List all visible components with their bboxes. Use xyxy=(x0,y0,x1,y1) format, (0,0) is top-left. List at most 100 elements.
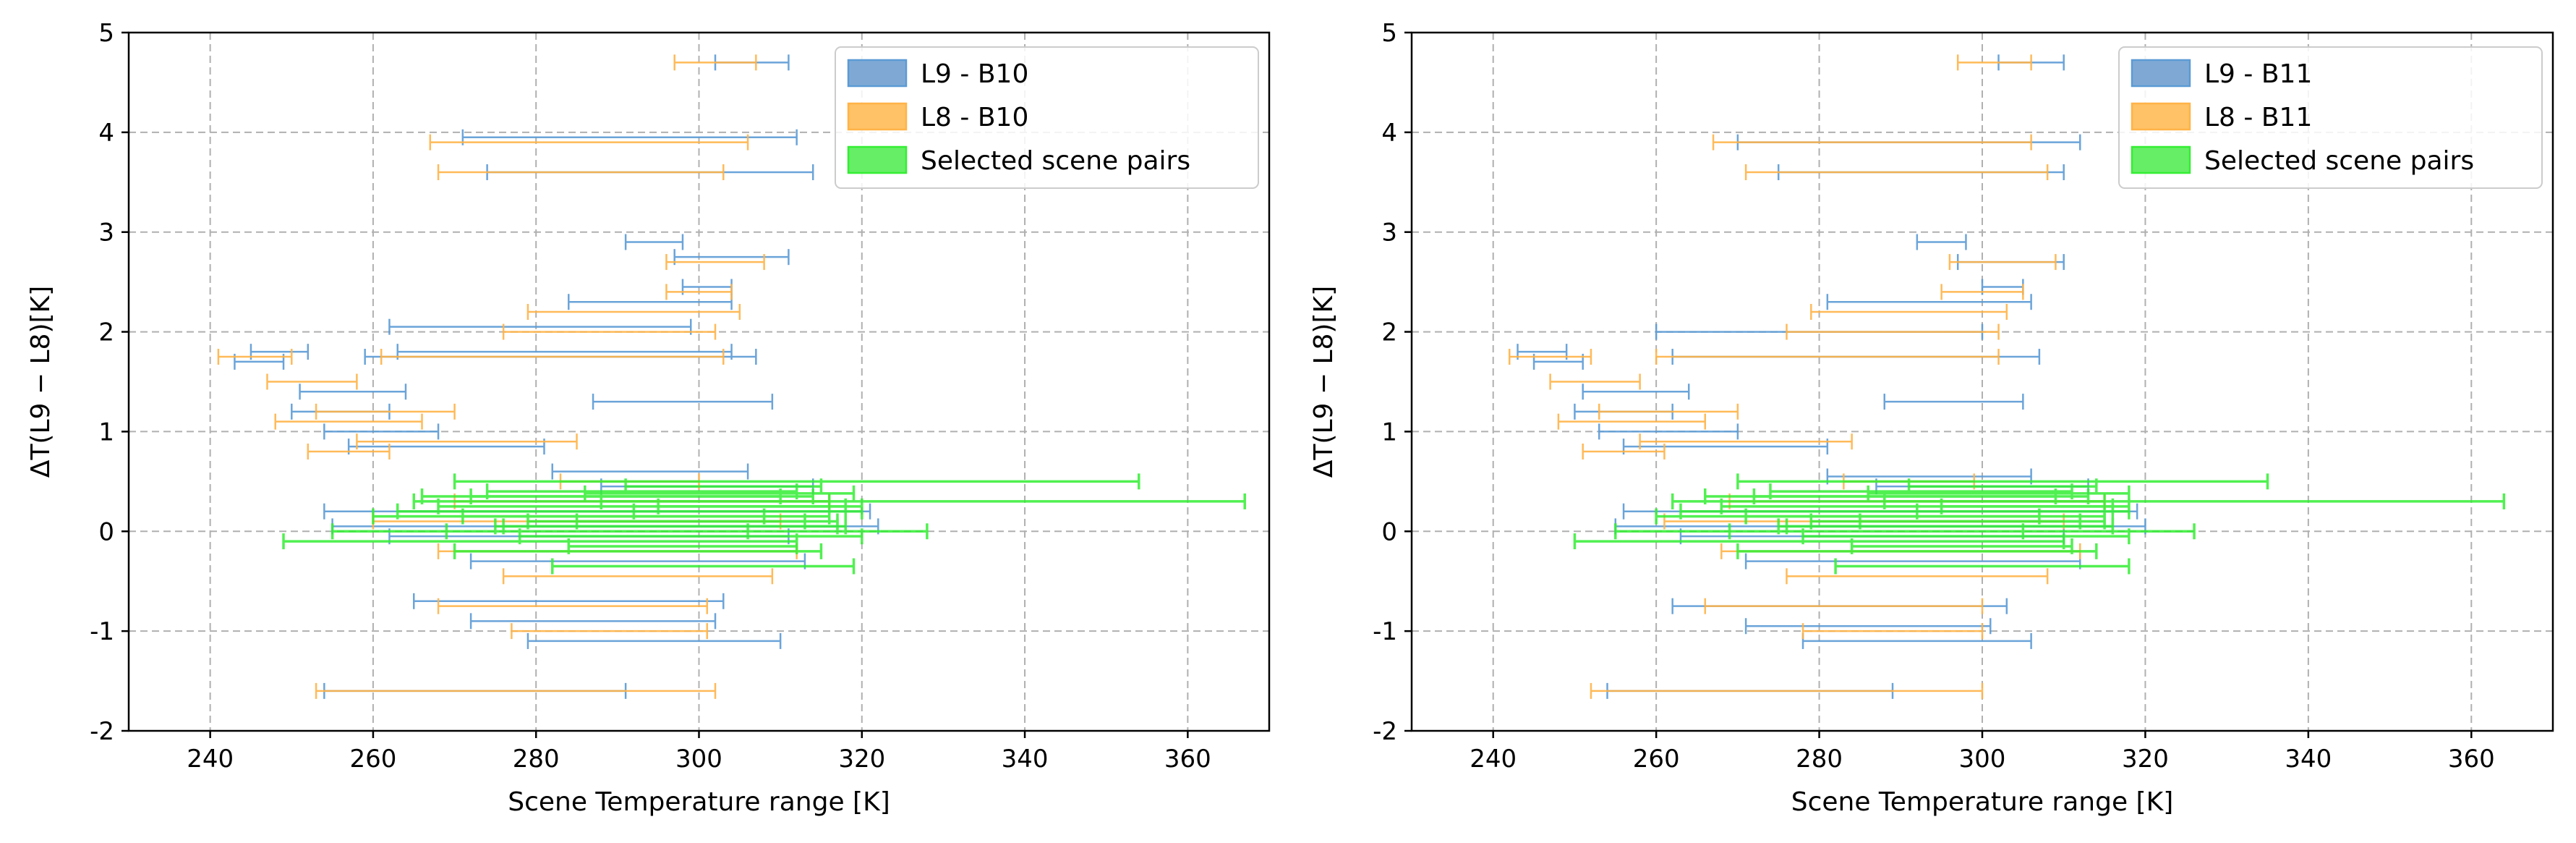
x-tick-label: 340 xyxy=(2285,745,2332,774)
y-axis-label: ΔT(L9 − L8)[K] xyxy=(1309,286,1339,478)
range-bar xyxy=(665,254,765,271)
y-tick-label: 3 xyxy=(98,219,114,247)
range-bar xyxy=(1850,538,2073,554)
x-tick-label: 300 xyxy=(675,745,722,774)
series-selected-scene-pairs xyxy=(282,473,1246,575)
legend-box xyxy=(2118,46,2543,189)
range-bar xyxy=(1704,488,2057,505)
y-tick-label: 1 xyxy=(98,418,114,446)
range-bar xyxy=(526,632,782,649)
range-bar xyxy=(1826,294,2032,310)
legend: L9 - B11 L8 - B11 Selected scene pairs xyxy=(2118,46,2543,189)
range-bar xyxy=(1786,568,2049,585)
y-tick-label: -1 xyxy=(90,617,114,646)
legend-item-selected-scene-pairs: Selected scene pairs xyxy=(2131,145,2474,176)
legend-label: Selected scene pairs xyxy=(921,146,1190,176)
range-bar xyxy=(307,444,391,459)
range-bar xyxy=(624,478,823,495)
range-bar xyxy=(315,682,717,699)
range-bar xyxy=(274,413,423,430)
legend-swatch xyxy=(2131,59,2191,88)
range-bar xyxy=(657,498,863,514)
range-bar xyxy=(1883,394,2024,410)
range-bar xyxy=(550,558,856,575)
legend-label: Selected scene pairs xyxy=(2204,146,2474,176)
range-bar xyxy=(502,568,774,585)
legend-item-l9-b10: L9 - B10 xyxy=(847,59,1028,89)
range-bar xyxy=(1809,513,2082,530)
x-tick-label: 260 xyxy=(1633,745,1680,774)
range-bar xyxy=(437,598,709,614)
range-bar xyxy=(420,488,782,505)
range-bar xyxy=(624,234,684,250)
y-tick-label: 4 xyxy=(1381,119,1397,148)
legend-swatch xyxy=(847,145,908,174)
range-bar xyxy=(526,304,741,320)
x-tick-label: 240 xyxy=(187,745,234,774)
range-bar xyxy=(1598,403,1739,420)
panel-right: 240 260 280 300 320 340 360 -2 -1 0 1 2 3 4 5 Scene Tem… xyxy=(1309,19,2554,817)
range-bar xyxy=(1549,373,1641,390)
x-axis-label: Scene Temperature range [K] xyxy=(508,787,890,817)
y-tick-label: -1 xyxy=(1373,617,1397,646)
range-bar xyxy=(453,543,823,559)
legend-label: L8 - B11 xyxy=(2204,103,2312,132)
series-l8-b10 xyxy=(217,54,830,699)
range-bar xyxy=(526,513,806,530)
range-bar xyxy=(437,164,725,180)
range-bar xyxy=(1907,478,2098,495)
legend-swatch xyxy=(2131,102,2191,131)
x-tick-label: 320 xyxy=(838,745,885,774)
range-bar xyxy=(1557,413,1707,430)
legend-box xyxy=(835,46,1259,189)
x-axis-label: Scene Temperature range [K] xyxy=(1791,787,2174,817)
x-tick-label: 360 xyxy=(2448,745,2495,774)
legend-swatch xyxy=(2131,145,2191,174)
range-bar xyxy=(1956,54,2032,71)
range-bar xyxy=(1736,543,2098,559)
range-bar xyxy=(1834,558,2131,575)
range-bar xyxy=(299,384,407,400)
y-tick-label: -2 xyxy=(90,717,114,746)
range-bar xyxy=(1786,323,2000,340)
legend-swatch xyxy=(847,102,908,131)
y-axis-label: ΔT(L9 − L8)[K] xyxy=(26,286,56,478)
range-bar xyxy=(1582,384,1690,400)
y-tick-label: 4 xyxy=(98,119,114,148)
range-bar xyxy=(453,473,1140,490)
range-bar xyxy=(511,623,709,640)
range-bar xyxy=(413,593,725,609)
range-bar xyxy=(551,463,749,480)
range-bar xyxy=(1712,134,2032,151)
legend-swatch xyxy=(847,59,908,88)
y-tick-label: 3 xyxy=(1381,219,1397,247)
range-bar xyxy=(1916,234,1967,250)
range-bar xyxy=(1639,433,1853,450)
y-tick-label: 0 xyxy=(98,517,114,546)
range-bar xyxy=(1582,444,1666,459)
series-l8-b11 xyxy=(1509,54,2106,699)
panel-left: 240 260 280 300 320 340 360 -2 -1 0 1 2 3 4 5 Scene Tem… xyxy=(26,19,1271,817)
y-tick-label: 2 xyxy=(98,318,114,347)
range-bar xyxy=(1598,423,1739,440)
range-bar xyxy=(1655,349,2000,365)
y-tick-label: -2 xyxy=(1373,717,1397,746)
range-bar xyxy=(266,373,358,390)
y-tick-label: 5 xyxy=(1381,19,1397,48)
legend-label: L8 - B10 xyxy=(921,103,1028,132)
range-bar xyxy=(592,394,774,410)
range-bar xyxy=(1810,304,2008,320)
range-bar xyxy=(1736,473,2269,490)
x-tick-label: 320 xyxy=(2122,745,2169,774)
range-bar xyxy=(568,294,733,310)
x-tick-label: 340 xyxy=(1002,745,1049,774)
legend: L9 - B10 L8 - B10 Selected scene pairs xyxy=(835,46,1259,189)
legend-item-l8-b10: L8 - B10 xyxy=(847,102,1028,132)
range-bar xyxy=(1801,632,2032,649)
range-bar xyxy=(356,433,578,450)
legend-item-selected-scene-pairs: Selected scene pairs xyxy=(847,145,1190,176)
x-tick-label: 260 xyxy=(349,745,396,774)
series-l9-b10 xyxy=(234,54,879,699)
range-bar xyxy=(1801,623,1984,640)
